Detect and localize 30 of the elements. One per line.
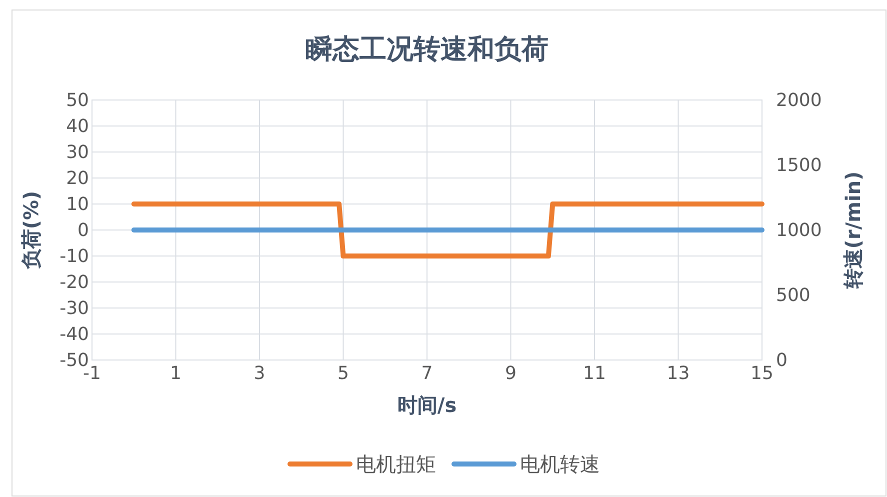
y-tick-label: -50 [60,350,89,371]
y-axis-title: 负荷(%) [19,190,43,270]
x-tick-label: 5 [338,362,349,384]
y2-tick-label: 1000 [776,220,822,241]
y-tick-label: 20 [66,168,89,189]
x-tick-label: 7 [421,362,433,384]
y-tick-label: -30 [60,298,89,319]
y2-axis-title: 转速(r/min) [841,171,865,290]
legend-label: 电机转速 [520,452,600,476]
y-tick-label: -20 [60,272,89,293]
y2-tick-label: 2000 [776,90,822,111]
x-tick-label: 3 [254,362,266,384]
y-tick-label: 50 [66,90,89,111]
x-tick-label: 15 [750,362,774,384]
x-tick-label: 11 [583,362,606,384]
x-tick-label: 1 [170,362,182,384]
x-axis-title: 时间/s [397,393,457,417]
y-tick-label: 10 [66,194,89,215]
y2-tick-label: 1500 [776,154,822,176]
y-tick-label: 40 [66,116,89,137]
x-tick-label: 13 [666,362,690,384]
y2-tick-label: 500 [776,284,810,306]
y-tick-label: -10 [60,246,89,267]
legend-label: 电机扭矩 [356,452,436,476]
y2-tick-label: 0 [776,350,788,371]
y-tick-label: -40 [60,324,89,345]
x-tick-label: 9 [505,362,516,384]
y-tick-label: 0 [78,220,89,241]
y-tick-label: 30 [66,142,89,163]
chart-title: 瞬态工况转速和负荷 [306,34,548,65]
